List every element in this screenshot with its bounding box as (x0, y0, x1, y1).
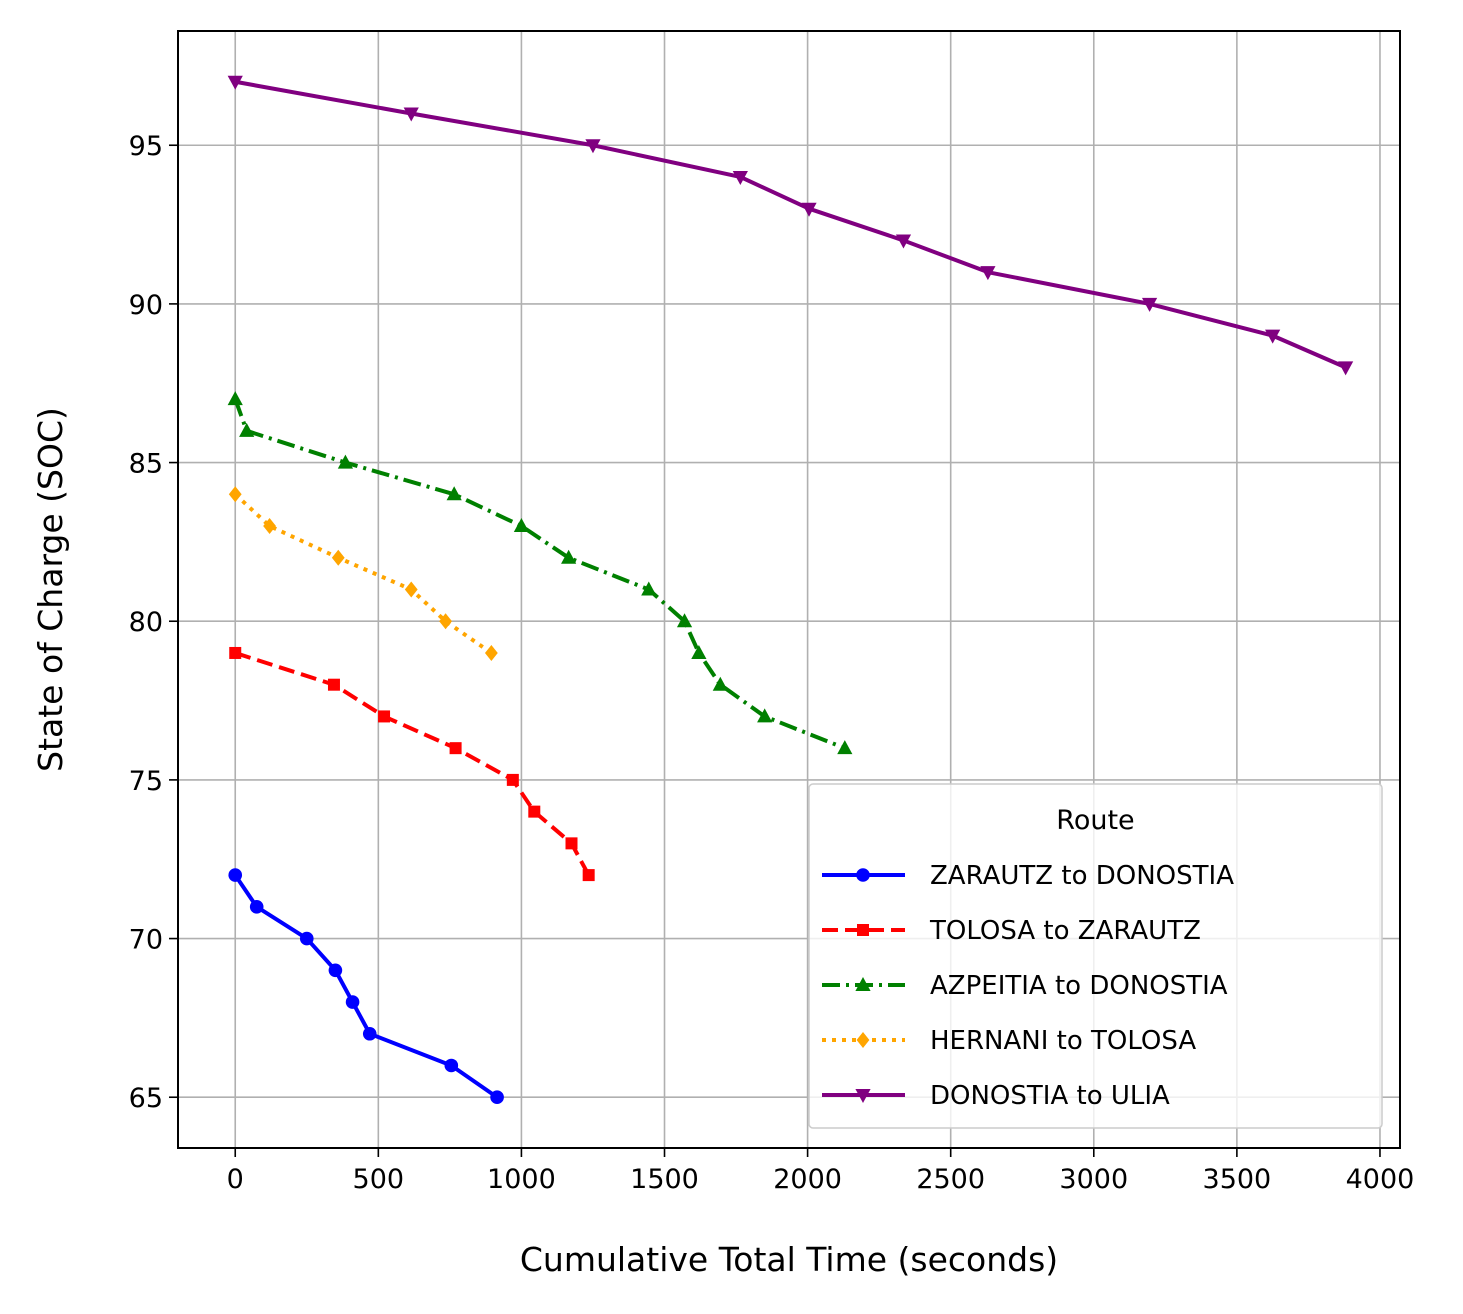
data-point (229, 646, 242, 659)
data-point (676, 613, 693, 628)
legend-marker (855, 977, 871, 991)
legend-entry: HERNANI to TOLOSA (822, 1026, 1196, 1056)
x-tick-label: 0 (227, 1164, 244, 1195)
data-point (565, 837, 578, 850)
legend-label: TOLOSA to ZARAUTZ (929, 916, 1201, 946)
data-point (345, 995, 360, 1009)
data-point (378, 710, 391, 723)
y-tick-label: 90 (129, 290, 163, 321)
data-point (585, 139, 601, 154)
plot-frame (177, 30, 1401, 1149)
data-point (337, 454, 354, 469)
data-point (239, 422, 255, 437)
data-point (263, 518, 276, 535)
series-path (234, 651, 591, 877)
y-tick-label: 80 (129, 607, 163, 638)
legend-title: Route (1056, 805, 1134, 836)
data-point (331, 549, 345, 566)
data-point (227, 391, 243, 406)
legend-label: ZARAUTZ to DONOSTIA (930, 861, 1234, 891)
y-axis-title: State of Charge (SOC) (31, 407, 70, 772)
x-axis-title: Cumulative Total Time (seconds) (520, 1240, 1058, 1279)
data-point (712, 676, 728, 691)
data-point (327, 678, 340, 691)
data-point (641, 581, 657, 596)
data-point (801, 202, 817, 217)
data-point (1265, 329, 1281, 344)
legend-entry: DONOSTIA to ULIA (822, 1081, 1170, 1111)
legend-marker (856, 868, 870, 882)
data-point (980, 266, 996, 281)
data-point (228, 868, 243, 882)
series-line (228, 868, 504, 1105)
data-point (757, 708, 773, 723)
legend-label: DONOSTIA to ULIA (930, 1081, 1170, 1111)
legend-box (808, 783, 1383, 1129)
data-point (444, 1058, 459, 1073)
legend-marker (857, 924, 869, 936)
y-tick-label: 65 (129, 1083, 163, 1114)
x-tick-label: 1000 (487, 1164, 556, 1195)
data-point (1141, 297, 1158, 312)
x-tick-label: 2500 (916, 1164, 985, 1195)
data-point (249, 900, 264, 914)
data-point (582, 869, 595, 882)
legend-marker (856, 1032, 870, 1048)
series-line (229, 646, 595, 882)
series-layer (227, 75, 1354, 1105)
series-line (227, 75, 1354, 376)
data-point (446, 486, 462, 501)
data-point (528, 805, 541, 818)
y-tick-label: 75 (129, 766, 163, 797)
legend-marker (855, 1089, 871, 1103)
series-line (228, 486, 498, 661)
data-point (895, 234, 912, 249)
axis-ticks: 0 500 1000 1500 2000 2500 3000 3500 4000 65 70 75 80… (129, 131, 1415, 1195)
legend-entry: TOLOSA to ZARAUTZ (822, 916, 1201, 946)
data-point (403, 107, 419, 122)
data-point (691, 644, 707, 659)
legend-entry: AZPEITIA to DONOSTIA (822, 971, 1228, 1001)
legend-label: AZPEITIA to DONOSTIA (930, 971, 1228, 1001)
data-point (561, 549, 577, 564)
data-point (732, 170, 748, 185)
series-path (234, 79, 1347, 370)
data-point (513, 518, 530, 533)
legend: Route ZARAUTZ to DONOSTIA TOLOSA to ZARAU… (808, 783, 1383, 1129)
y-tick-label: 85 (129, 449, 163, 480)
series-path (233, 873, 499, 1099)
data-point (228, 486, 242, 503)
data-point (506, 773, 519, 786)
legend-label: HERNANI to TOLOSA (930, 1026, 1196, 1056)
series-line (227, 391, 853, 755)
data-point (404, 581, 418, 598)
x-tick-label: 3000 (1059, 1164, 1128, 1195)
series-path (233, 492, 493, 655)
data-point (299, 931, 314, 946)
data-point (484, 644, 498, 661)
data-point (362, 1026, 377, 1041)
legend-entry: ZARAUTZ to DONOSTIA (822, 861, 1234, 891)
data-point (837, 740, 853, 755)
data-point (490, 1090, 504, 1105)
x-tick-label: 1500 (630, 1164, 699, 1195)
data-point (449, 742, 462, 755)
data-point (1338, 361, 1354, 376)
x-tick-label: 500 (353, 1164, 405, 1195)
grid-lines (178, 31, 1400, 1148)
data-point (439, 613, 452, 630)
x-tick-label: 2000 (773, 1164, 842, 1195)
x-tick-label: 3500 (1203, 1164, 1272, 1195)
series-path (233, 398, 846, 751)
data-point (227, 75, 243, 90)
y-tick-label: 95 (129, 131, 163, 162)
data-point (328, 963, 343, 978)
y-tick-label: 70 (129, 925, 163, 956)
x-tick-label: 4000 (1346, 1164, 1415, 1195)
